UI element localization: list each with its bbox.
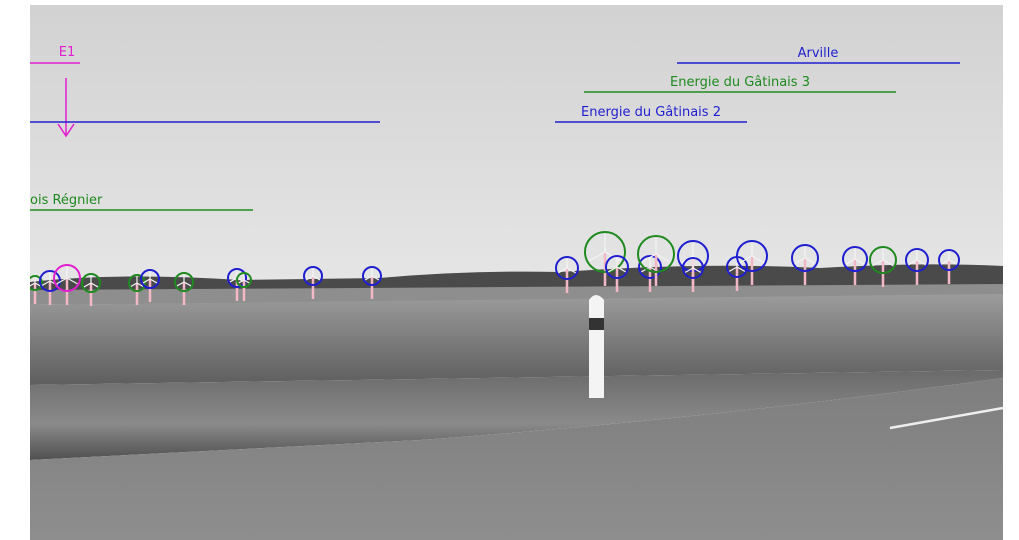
turbine-circle (128, 274, 146, 292)
bollard (589, 295, 604, 398)
arrow-head (57, 123, 75, 138)
turbine-blades (940, 251, 958, 266)
turbine-circle (227, 268, 247, 288)
turbine-circle (637, 235, 675, 273)
field (30, 294, 1003, 385)
sky (30, 5, 1003, 295)
turbine-blades (641, 237, 671, 263)
turbine-circle (303, 266, 323, 286)
turbine-blades (684, 259, 702, 274)
grass-verge (30, 370, 1003, 460)
turbine-blades (557, 258, 577, 274)
turbine-circle (30, 275, 43, 291)
turbine-blades (30, 276, 41, 287)
turbine-blades (794, 246, 816, 265)
turbine-circle (584, 231, 626, 273)
road-marking (889, 406, 1003, 430)
turbine-circle (905, 248, 929, 272)
turbine-blades (872, 248, 894, 267)
turbine-circle (39, 270, 61, 292)
turbine-circle (140, 269, 160, 289)
label: E1 (59, 45, 76, 60)
turbine-blades (142, 270, 158, 284)
turbine-circle (842, 246, 868, 272)
turbine-blades (56, 266, 78, 285)
landscape (30, 5, 1003, 540)
tree-line (30, 264, 1003, 292)
turbine-circle (81, 273, 101, 293)
turbine-blades (130, 275, 144, 288)
turbine-circle (791, 244, 819, 272)
turbine-circle (362, 266, 382, 286)
turbine-circle (53, 264, 81, 292)
turbine-blades (83, 274, 99, 288)
turbine-blades (305, 267, 321, 281)
turbine-blades (176, 273, 192, 287)
turbine-circle (605, 255, 629, 279)
turbine-circle (682, 257, 704, 279)
turbines (30, 231, 960, 306)
far-field (30, 284, 1003, 305)
turbine-circle (236, 272, 252, 288)
turbine-circle (555, 256, 579, 280)
turbine-circle (638, 255, 662, 279)
bollard-band (589, 318, 604, 330)
label: Energie du Gâtinais 3 (670, 75, 810, 90)
turbine-blades (607, 257, 627, 273)
turbine-blades (364, 267, 380, 281)
label: ois Régnier (30, 193, 103, 208)
turbine-blades (907, 250, 927, 266)
turbine-circle (869, 246, 897, 274)
turbine-circle (174, 272, 194, 292)
turbine-blades (845, 248, 865, 265)
road (30, 378, 1003, 540)
turbine-circle (938, 249, 960, 271)
label: Arville (798, 46, 839, 61)
label: Energie du Gâtinais 2 (581, 105, 721, 120)
turbine-blades (739, 242, 765, 264)
turbine-circle (736, 240, 768, 272)
turbine-blades (238, 273, 250, 284)
